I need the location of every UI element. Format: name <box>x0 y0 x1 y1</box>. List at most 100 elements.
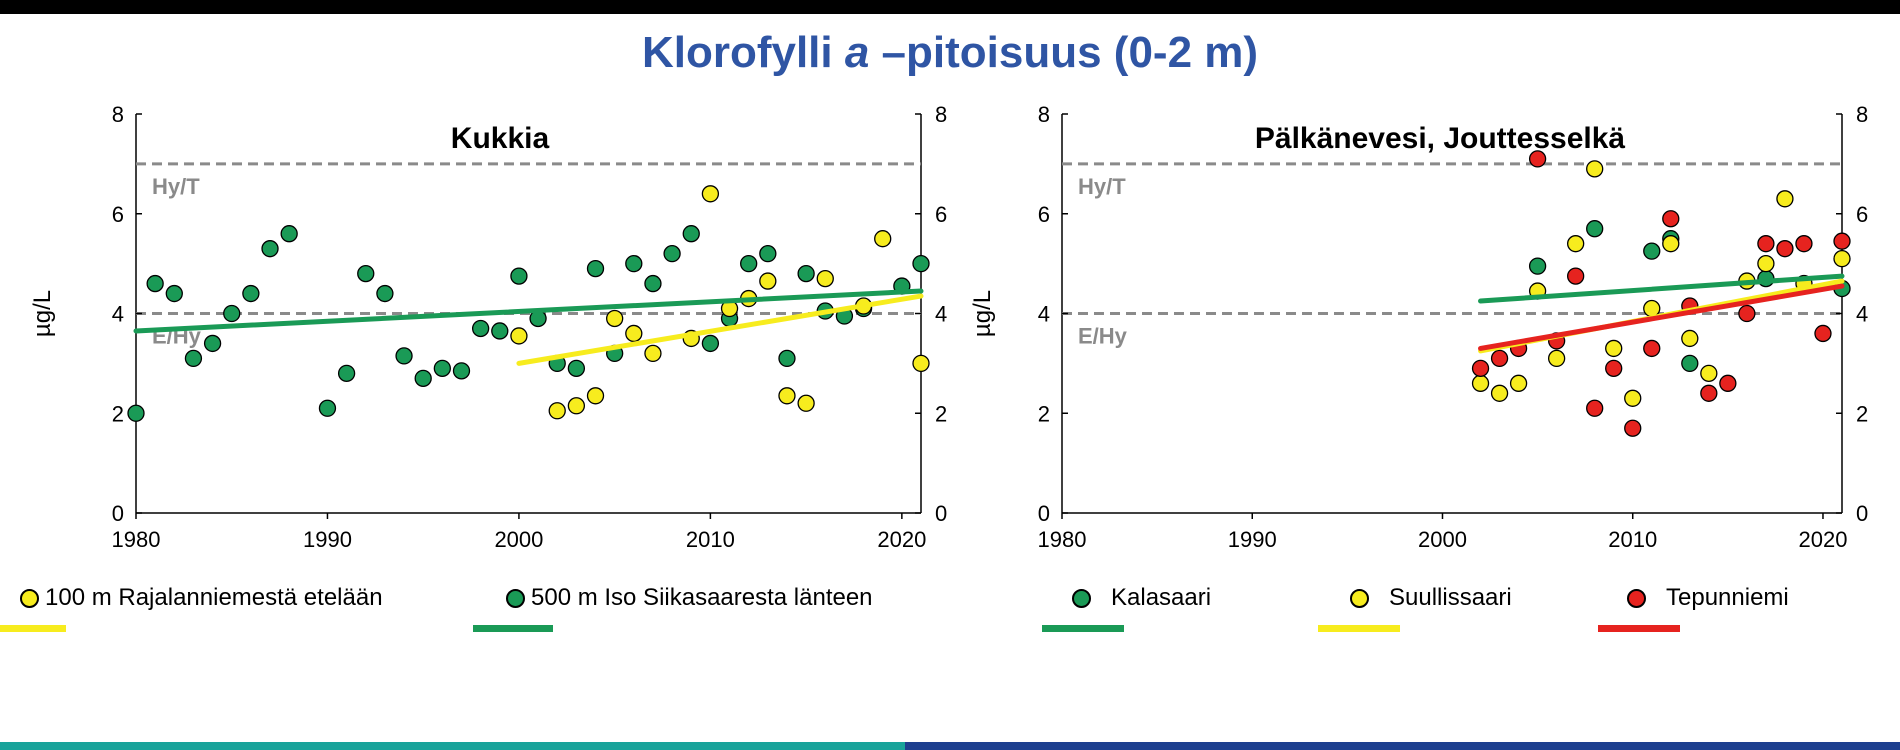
data-point <box>223 304 241 323</box>
trend-line <box>1478 273 1845 304</box>
x-tick-label: 2020 <box>1798 527 1847 552</box>
y-tick-label: 8 <box>1038 102 1050 127</box>
data-point <box>567 359 586 378</box>
y-tick-label: 8 <box>112 102 124 127</box>
data-point <box>644 274 662 293</box>
data-point <box>1528 257 1547 275</box>
reference-label: Hy/T <box>1078 174 1126 199</box>
data-point <box>1681 329 1699 348</box>
legend-item-iso-siikasaari: 500 m Iso Siikasaaresta länteen <box>506 584 873 612</box>
legend-line-yellow <box>0 625 66 632</box>
y-tick-label-right: 4 <box>1856 302 1868 327</box>
x-tick-label: 1980 <box>112 527 161 552</box>
data-point <box>357 264 375 283</box>
data-point <box>1681 354 1699 373</box>
title-italic: a <box>844 28 870 77</box>
data-point <box>1662 210 1680 228</box>
data-point <box>759 272 777 290</box>
data-point <box>1624 419 1642 437</box>
data-point <box>586 387 605 405</box>
data-point <box>261 240 279 258</box>
data-point <box>1795 235 1813 253</box>
x-tick-label: 2010 <box>1608 527 1657 552</box>
data-point <box>1586 220 1604 238</box>
title-suffix: –pitoisuus (0-2 m) <box>869 28 1259 77</box>
data-point <box>644 344 662 363</box>
legend-line-green <box>473 625 553 632</box>
chart-title: Kukkia <box>451 122 550 155</box>
data-point <box>874 230 892 248</box>
data-point <box>414 369 432 387</box>
data-point <box>778 349 796 368</box>
y-tick-label: 6 <box>112 202 124 227</box>
data-point <box>1586 399 1604 417</box>
data-point <box>1776 240 1794 258</box>
data-point <box>184 349 203 368</box>
y-tick-label: 4 <box>112 302 124 327</box>
data-point <box>1814 324 1832 343</box>
data-point <box>1643 242 1661 260</box>
data-point <box>740 254 758 273</box>
legend-item-suullissaari: Suullissaari <box>1350 584 1512 612</box>
data-point <box>452 362 471 380</box>
legend-label: Suullissaari <box>1389 584 1512 611</box>
trend-line <box>1478 283 1845 351</box>
legend-item-kalasaari: Kalasaari <box>1072 584 1211 612</box>
data-point <box>625 324 643 343</box>
x-tick-label: 2010 <box>686 527 735 552</box>
legend-line-green <box>1042 625 1124 632</box>
data-point <box>510 327 528 345</box>
data-point <box>625 254 643 273</box>
data-point <box>337 364 356 383</box>
y-tick-label: 0 <box>112 501 124 526</box>
y-axis-label: µg/L <box>29 290 56 337</box>
data-point <box>433 359 451 378</box>
y-tick-label: 4 <box>1038 302 1050 327</box>
footer-strip <box>0 742 1900 750</box>
data-point <box>318 399 337 417</box>
x-tick-label: 1990 <box>1228 527 1277 552</box>
reference-label: E/Hy <box>1078 324 1128 349</box>
title-prefix: Klorofylli <box>641 28 845 77</box>
data-point <box>165 284 183 303</box>
legend-label: Kalasaari <box>1111 584 1212 611</box>
data-point <box>1833 249 1851 268</box>
data-point <box>1509 374 1528 392</box>
data-point <box>1757 235 1775 253</box>
y-tick-label-right: 2 <box>935 401 947 426</box>
data-point <box>1605 339 1623 358</box>
footer-strip-blue <box>905 742 1900 750</box>
data-point <box>1833 232 1851 250</box>
y-axis-label: µg/L <box>969 290 996 337</box>
y-tick-label-right: 4 <box>935 302 947 327</box>
y-tick-label: 0 <box>1038 501 1050 526</box>
data-point <box>1700 364 1718 383</box>
legend-dot-yellow <box>1350 588 1369 608</box>
legend-item-rajalanniemi: 100 m Rajalanniemestä etelään <box>20 584 383 612</box>
legend-dot-red <box>1627 588 1646 608</box>
data-point <box>606 309 624 328</box>
data-point <box>471 319 490 338</box>
legend-item-tepunniemi: Tepunniemi <box>1627 584 1789 612</box>
data-point <box>1662 235 1680 253</box>
data-point <box>701 334 720 353</box>
data-point <box>376 284 394 303</box>
data-point <box>146 274 164 293</box>
data-point <box>586 259 605 278</box>
data-point <box>567 397 586 415</box>
y-tick-label-right: 2 <box>1856 401 1868 426</box>
data-point <box>1719 374 1737 392</box>
data-point <box>1605 359 1623 378</box>
data-point <box>1490 384 1509 402</box>
legend-label: 100 m Rajalanniemestä etelään <box>45 584 383 611</box>
data-point <box>912 354 930 373</box>
data-point <box>1547 349 1566 368</box>
reference-label: Hy/T <box>152 174 200 199</box>
y-tick-label-right: 6 <box>935 202 947 227</box>
y-tick-label-right: 8 <box>1856 102 1868 127</box>
y-tick-label: 2 <box>1038 401 1050 426</box>
x-tick-label: 1990 <box>303 527 352 552</box>
data-point <box>491 322 509 340</box>
data-point <box>1471 359 1490 378</box>
